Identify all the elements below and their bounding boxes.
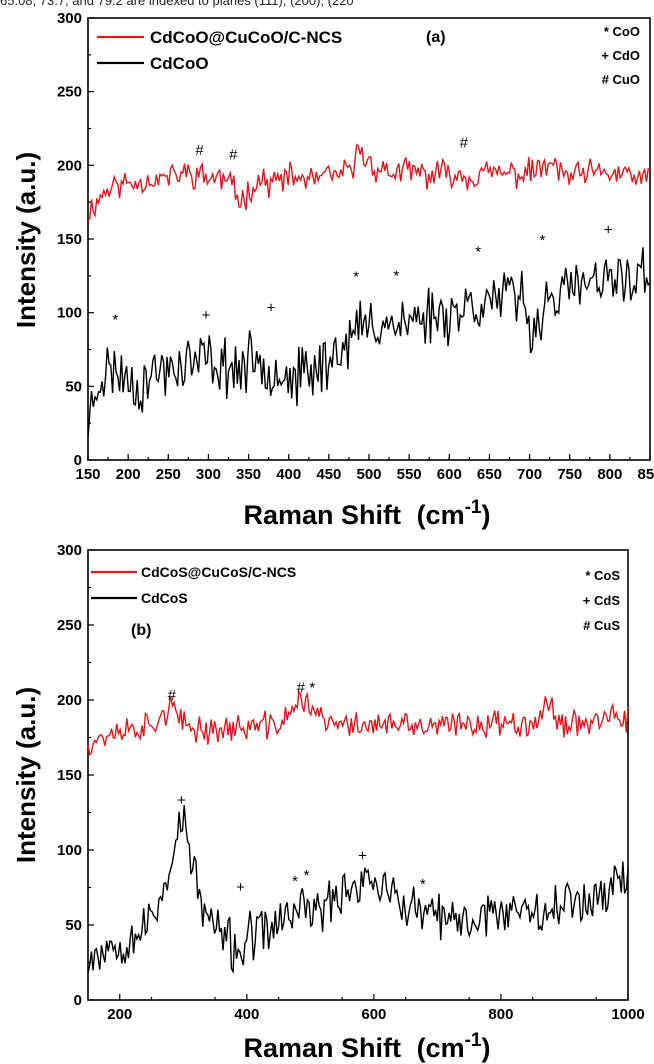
y-tick-label-a-5: 250 bbox=[57, 84, 82, 101]
peak-annotation-b-5: * bbox=[292, 873, 298, 890]
x-tick-label-a-11: 700 bbox=[517, 466, 542, 483]
x-tick-label-b-2: 600 bbox=[361, 1006, 386, 1023]
peak-annotation-a-2: # bbox=[460, 135, 469, 152]
peak-annotation-b-4: + bbox=[236, 879, 245, 896]
y-tick-label-b-3: 150 bbox=[57, 767, 82, 784]
annotations-a: # # # * + + * * * * + bbox=[112, 135, 612, 329]
key-item-b-2: # CuS bbox=[583, 618, 620, 633]
x-axis-title-close-b: ) bbox=[481, 1033, 490, 1063]
y-tick-label-b-1: 50 bbox=[65, 917, 82, 934]
key-item-a-0: * CoO bbox=[604, 24, 640, 39]
x-tick-label-a-8: 550 bbox=[397, 466, 422, 483]
x-tick-label-a-12: 750 bbox=[557, 466, 582, 483]
panel-tag-a: (a) bbox=[426, 29, 446, 46]
x-tick-label-a-9: 600 bbox=[437, 466, 462, 483]
x-tick-label-a-13: 800 bbox=[597, 466, 622, 483]
peak-annotation-a-0: # bbox=[195, 142, 204, 159]
frame-b bbox=[87, 549, 629, 1001]
peak-annotation-a-10: + bbox=[604, 222, 613, 239]
peak-annotation-a-9: * bbox=[539, 232, 545, 249]
x-tick-label-a-3: 300 bbox=[196, 466, 221, 483]
y-tick-label-b-2: 100 bbox=[57, 842, 82, 859]
phase-key-a: * CoO + CdO # CuO bbox=[601, 24, 640, 87]
peak-annotation-b-0: # bbox=[168, 687, 177, 704]
x-tick-label-a-4: 350 bbox=[236, 466, 261, 483]
y-tick-label-a-2: 100 bbox=[57, 305, 82, 322]
peak-annotation-a-8: * bbox=[475, 244, 481, 261]
x-axis-title-unit-a: (cm bbox=[417, 500, 465, 530]
x-tick-label-b-3: 800 bbox=[488, 1006, 513, 1023]
peak-annotation-b-2: * bbox=[309, 680, 315, 697]
x-axis-title-sup-a: -1 bbox=[465, 497, 482, 518]
axis-ticks-b: 200 400 600 800 1000 0 50 100 150 200 250 300 bbox=[57, 542, 645, 1023]
legend-label-black-b: CdCoS bbox=[141, 590, 188, 606]
peak-annotation-b-1: # bbox=[297, 680, 306, 697]
key-item-a-1: + CdO bbox=[601, 48, 640, 63]
x-tick-label-b-1: 400 bbox=[234, 1006, 259, 1023]
series-line-b-1 bbox=[87, 804, 629, 974]
peak-annotation-b-3: + bbox=[177, 792, 186, 809]
y-axis-title-b: Intensity (a.u.) bbox=[11, 687, 41, 863]
x-tick-label-a-14: 850 bbox=[637, 466, 654, 483]
peak-annotation-a-6: * bbox=[353, 269, 359, 286]
x-axis-title-unit-b: (cm bbox=[417, 1033, 465, 1063]
peak-annotation-b-6: * bbox=[304, 867, 310, 884]
y-axis-title-a: Intensity (a.u.) bbox=[11, 152, 41, 328]
series-group-b bbox=[87, 690, 629, 974]
x-tick-label-a-10: 650 bbox=[477, 466, 502, 483]
peak-annotation-a-4: + bbox=[202, 307, 211, 324]
plot-area-a bbox=[87, 17, 651, 461]
x-tick-label-a-7: 500 bbox=[356, 466, 381, 483]
phase-key-b: * CoS + CdS # CuS bbox=[583, 568, 621, 633]
x-tick-label-a-1: 200 bbox=[116, 466, 141, 483]
series-line-b-0 bbox=[87, 690, 629, 756]
series-group-a bbox=[87, 143, 651, 439]
peak-annotation-b-7: + bbox=[358, 848, 367, 865]
key-item-b-1: + CdS bbox=[583, 593, 621, 608]
x-axis-title-b: Raman Shift (cm-1) bbox=[244, 1030, 491, 1063]
y-tick-label-a-6: 300 bbox=[57, 10, 82, 27]
y-tick-label-b-4: 200 bbox=[57, 692, 82, 709]
x-tick-label-a-2: 250 bbox=[156, 466, 181, 483]
peak-annotation-a-5: + bbox=[267, 300, 276, 317]
y-tick-label-a-1: 50 bbox=[65, 378, 82, 395]
raman-chart-a: 150 200 250 300 350 400 450 500 550 600 650 700 750 8… bbox=[11, 10, 654, 530]
x-tick-label-b-0: 200 bbox=[107, 1006, 132, 1023]
caption-fragment: 65.08, 73.7, and 79.2 are indexed to pla… bbox=[0, 0, 354, 8]
peak-annotation-a-3: * bbox=[112, 311, 118, 328]
peak-annotation-a-1: # bbox=[229, 146, 238, 163]
legend-b: CdCoS@CuCoS/C-NCS CdCoS bbox=[91, 564, 296, 606]
legend-label-red-b: CdCoS@CuCoS/C-NCS bbox=[141, 564, 296, 580]
x-axis-title-main-a: Raman Shift bbox=[244, 500, 402, 530]
legend-label-black-a: CdCoO bbox=[150, 54, 209, 73]
y-tick-label-a-0: 0 bbox=[74, 452, 82, 469]
y-tick-label-a-4: 200 bbox=[57, 157, 82, 174]
peak-annotation-a-7: * bbox=[393, 267, 399, 284]
x-axis-title-main-b: Raman Shift bbox=[244, 1033, 402, 1063]
legend-label-red-a: CdCoO@CuCoO/C-NCS bbox=[150, 28, 342, 47]
y-tick-label-b-6: 300 bbox=[57, 542, 82, 559]
x-tick-label-a-6: 450 bbox=[316, 466, 341, 483]
x-tick-label-a-5: 400 bbox=[276, 466, 301, 483]
y-tick-label-b-5: 250 bbox=[57, 617, 82, 634]
annotations-b: # # *++ * *+* bbox=[168, 680, 426, 897]
key-item-b-0: * CoS bbox=[585, 568, 620, 583]
x-axis-title-a: Raman Shift (cm-1) bbox=[244, 497, 491, 530]
x-tick-label-b-4: 1000 bbox=[611, 1006, 644, 1023]
x-axis-title-sup-b: -1 bbox=[465, 1030, 482, 1051]
peak-annotation-b-8: * bbox=[420, 876, 426, 893]
key-item-a-2: # CuO bbox=[602, 72, 640, 87]
frame-a bbox=[87, 17, 651, 461]
legend-a: CdCoO@CuCoO/C-NCS CdCoO bbox=[97, 28, 342, 73]
x-axis-title-close-a: ) bbox=[481, 500, 490, 530]
y-tick-label-b-0: 0 bbox=[74, 992, 82, 1009]
series-line-a-1 bbox=[87, 247, 651, 439]
x-tick-label-a-0: 150 bbox=[75, 466, 100, 483]
series-line-a-0 bbox=[87, 143, 651, 222]
y-tick-label-a-3: 150 bbox=[57, 231, 82, 248]
panel-tag-b: (b) bbox=[131, 622, 151, 639]
axis-ticks-a: 150 200 250 300 350 400 450 500 550 600 650 700 750 8… bbox=[57, 10, 654, 483]
plot-area-b bbox=[87, 549, 629, 1001]
